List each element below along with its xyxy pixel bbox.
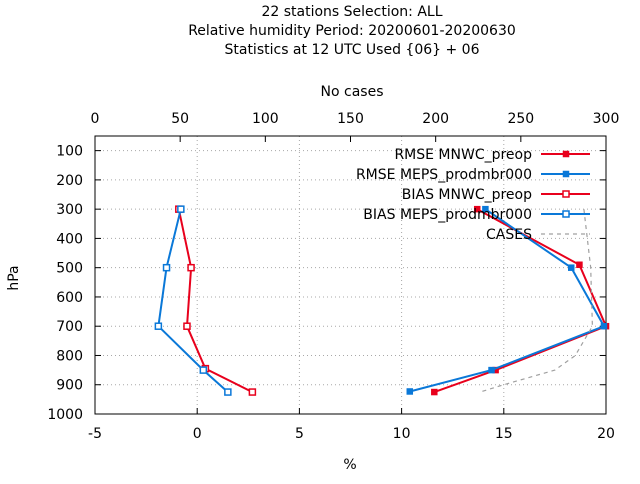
y-tick-label: 800 <box>56 348 83 364</box>
data-point <box>248 388 257 396</box>
y-axis-label: hPa <box>6 265 22 290</box>
legend-label: BIAS MNWC_preop <box>402 187 532 203</box>
series-line <box>157 208 229 393</box>
legend-label: RMSE MNWC_preop <box>394 147 532 163</box>
y-tick-label: 900 <box>56 378 83 394</box>
series-line <box>177 208 253 393</box>
data-point <box>576 261 583 269</box>
x-tick-label: 5 <box>295 426 304 442</box>
chart-title-line-3: Statistics at 12 UTC Used {06} + 06 <box>224 42 479 58</box>
data-point <box>406 388 414 395</box>
y-tick-label: 1000 <box>47 407 83 423</box>
data-point <box>600 322 608 330</box>
data-point <box>473 205 481 213</box>
series-cases <box>479 209 594 393</box>
y-tick-label: 300 <box>56 202 83 218</box>
y-tick-label: 200 <box>56 173 83 189</box>
data-point <box>568 264 575 271</box>
data-point <box>482 205 489 213</box>
series-line <box>479 209 594 393</box>
y-tick-label: 600 <box>56 290 83 306</box>
legend-marker <box>562 170 570 178</box>
x-tick-label: 10 <box>393 426 411 442</box>
x2-tick-label: 100 <box>252 111 279 127</box>
legend: RMSE MNWC_preop RMSE MEPS_prodmbr000 BIAS … <box>356 147 590 243</box>
legend-marker <box>562 210 570 218</box>
legend-marker <box>562 150 570 158</box>
y-tick-label: 100 <box>56 144 83 160</box>
chart-title-line-2: Relative humidity Period: 20200601-20200… <box>188 23 516 39</box>
x2-tick-label: 50 <box>171 111 189 127</box>
data-point <box>488 366 495 374</box>
x-tick-label: 0 <box>193 426 202 442</box>
data-point <box>183 322 191 330</box>
y-tick-label: 700 <box>56 319 83 335</box>
data-point <box>224 388 232 396</box>
data-point <box>199 366 208 374</box>
data-point <box>431 388 438 396</box>
x2-tick-label: 150 <box>337 111 364 127</box>
series-bias-mnwc-preop <box>175 205 257 396</box>
y-tick-label: 400 <box>56 231 83 247</box>
chart-title-line-1: 22 stations Selection: ALL <box>261 4 442 20</box>
axis-ticks: -5 0 5 10 15 200 50 100 150 200 250 300100200300400… <box>47 111 619 442</box>
x2-tick-label: 0 <box>91 111 100 127</box>
legend-label: RMSE MEPS_prodmbr000 <box>356 167 532 183</box>
series-rmse-meps-prodmbr000 <box>406 205 608 395</box>
series <box>154 205 610 396</box>
legend-label: CASES <box>486 227 532 243</box>
data-point <box>154 322 163 330</box>
x2-tick-label: 300 <box>593 111 620 127</box>
x-tick-label: 20 <box>597 426 615 442</box>
legend-label: BIAS MEPS_prodmbr000 <box>363 207 532 223</box>
data-point <box>187 263 195 272</box>
y-tick-label: 500 <box>56 261 83 277</box>
data-point <box>162 263 171 272</box>
x-axis-label: % <box>343 457 356 473</box>
data-point <box>177 205 185 213</box>
x2-tick-label: 250 <box>507 111 534 127</box>
x-tick-label: 15 <box>495 426 513 442</box>
x2-tick-label: 200 <box>422 111 449 127</box>
top-axis-label: No cases <box>321 84 384 100</box>
series-bias-meps-prodmbr000 <box>154 205 232 396</box>
legend-marker <box>562 190 570 198</box>
x-tick-label: -5 <box>88 426 102 442</box>
